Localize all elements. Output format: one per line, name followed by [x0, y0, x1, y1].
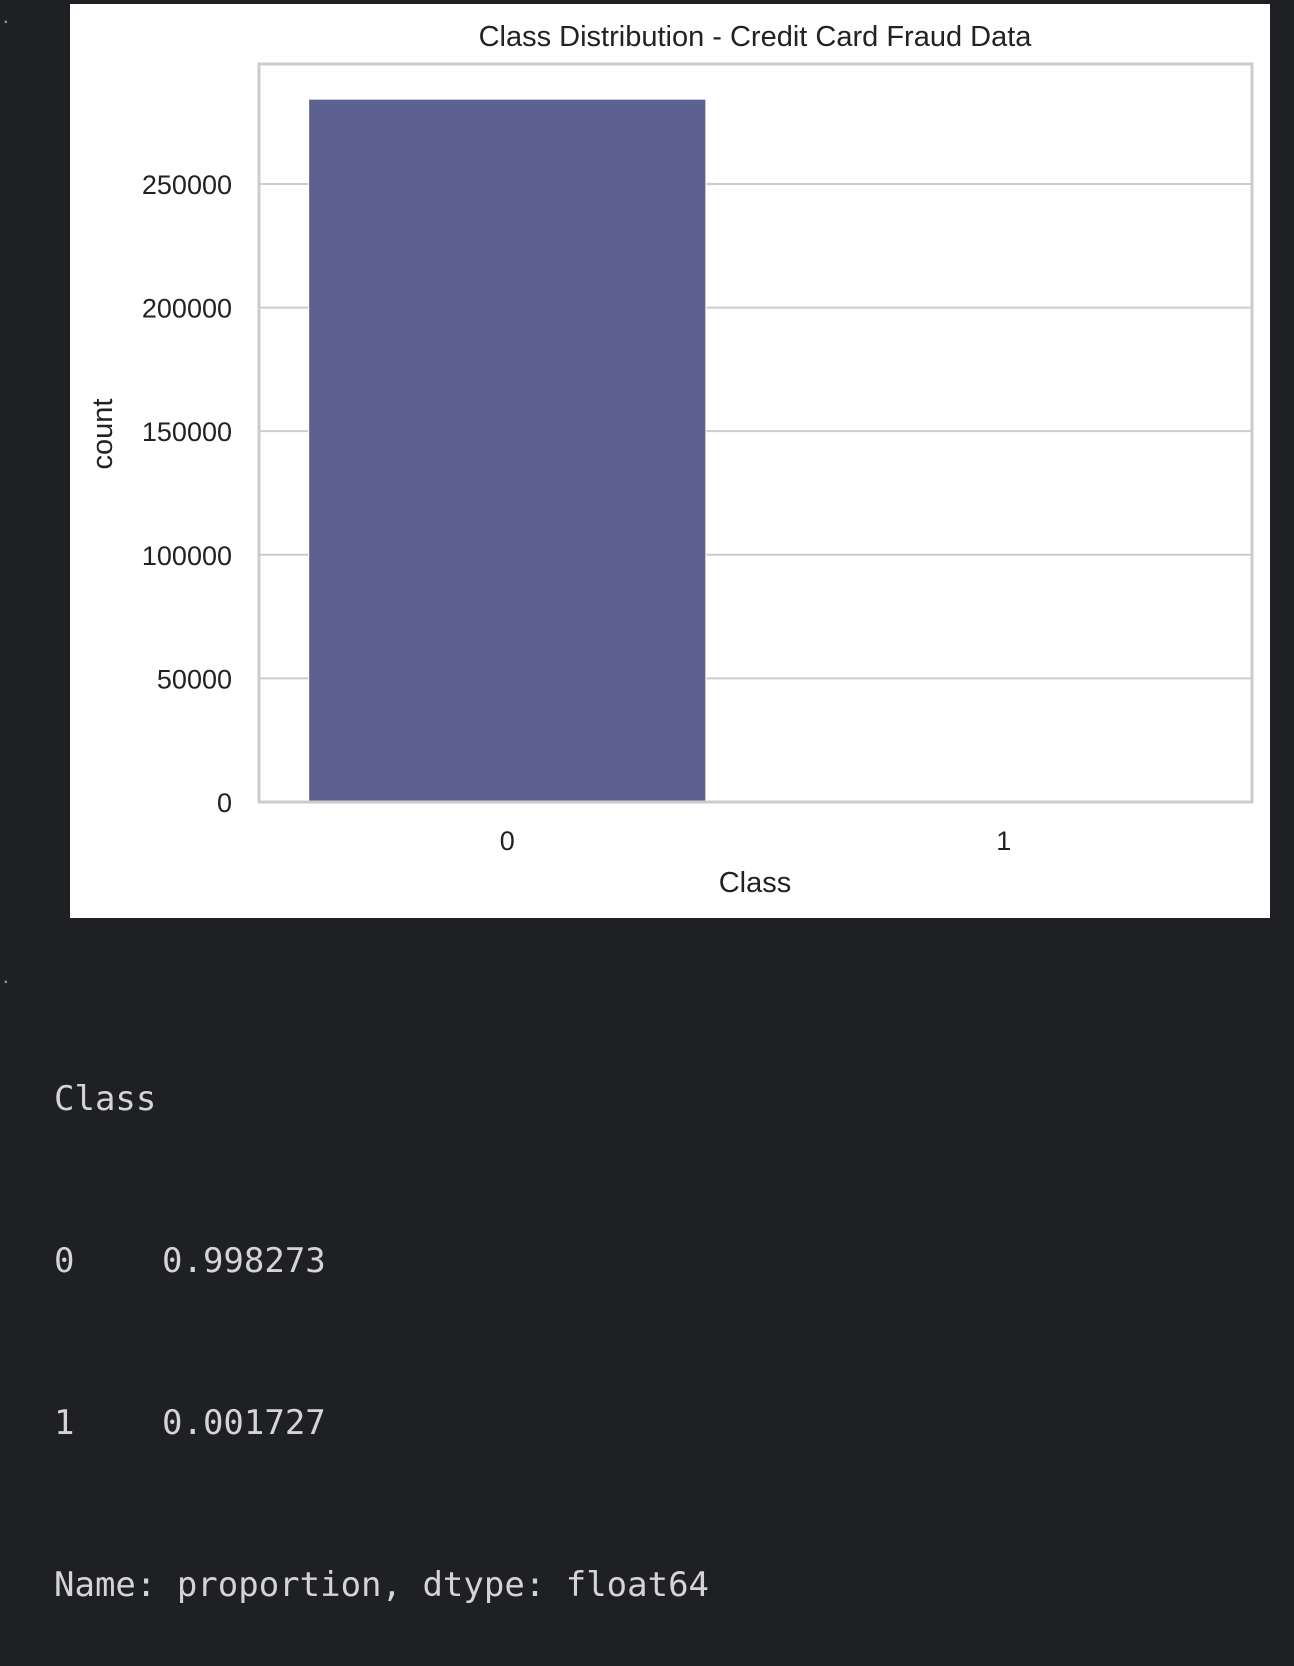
bars [308, 98, 1203, 803]
output-row: 1 0.001727 [54, 1396, 709, 1450]
chart-output: Class Distribution - Credit Card Fraud D… [70, 4, 1270, 918]
chart-title: Class Distribution - Credit Card Fraud D… [479, 21, 1033, 53]
y-axis-title: count [87, 399, 119, 470]
x-tick-label: 0 [500, 826, 515, 856]
cell-output-text: Class 0 0.998273 1 0.001727 Name: proporti… [54, 964, 709, 1666]
output-row-index: 1 [54, 1403, 75, 1443]
y-tick-label: 0 [217, 788, 232, 818]
output-footer: Name: proportion, dtype: float64 [54, 1565, 710, 1605]
y-tick-label: 50000 [157, 664, 232, 694]
y-tick-label: 200000 [142, 294, 232, 324]
x-axis-title: Class [719, 867, 792, 899]
y-tick-label: 100000 [142, 541, 232, 571]
output-row-value: 0.001727 [162, 1403, 326, 1443]
y-tick-label: 250000 [142, 170, 232, 200]
x-tick-label: 1 [996, 826, 1011, 856]
bar-chart: Class Distribution - Credit Card Fraud D… [87, 21, 1254, 899]
output-row: 0 0.998273 [54, 1234, 709, 1288]
output-header: Class [54, 1079, 157, 1119]
cell-marker-chart: . [1, 8, 11, 27]
plot-border [257, 62, 1254, 804]
y-tick-labels: 0 50000 100000 150000 200000 250000 [142, 170, 232, 818]
cell-marker-output: . [1, 968, 11, 987]
output-row-value: 0.998273 [162, 1241, 326, 1281]
y-tick-label: 150000 [142, 417, 232, 447]
bar-class-0 [308, 98, 707, 803]
output-row-index: 0 [54, 1241, 75, 1281]
